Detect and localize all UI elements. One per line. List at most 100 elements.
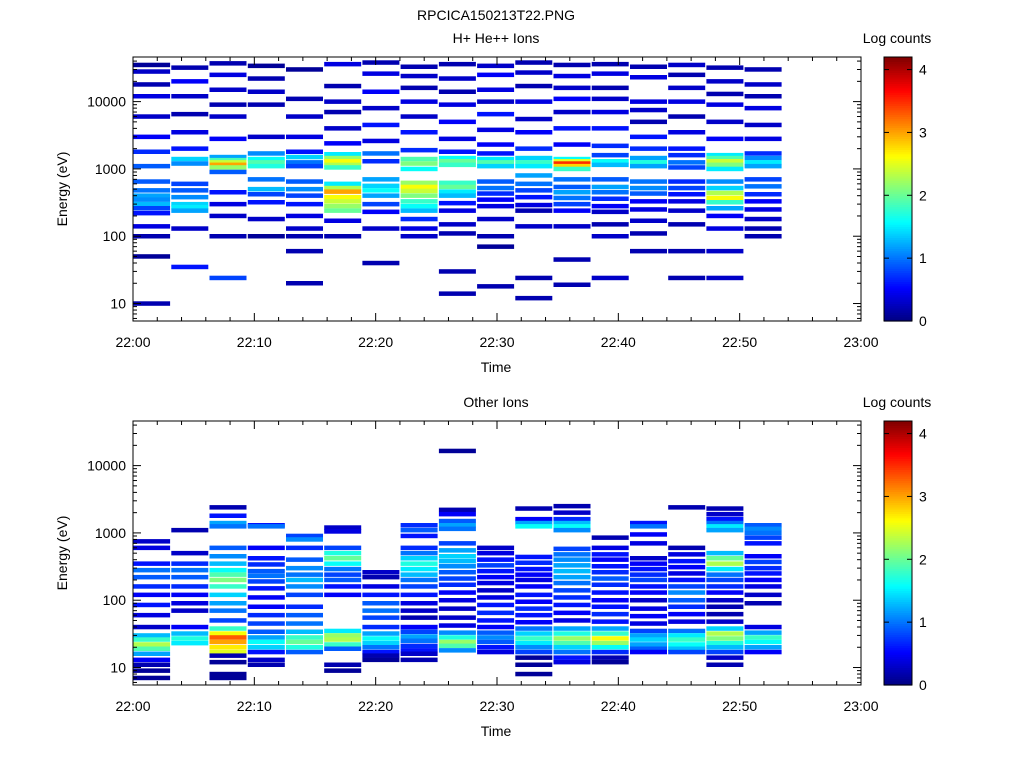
heatmap-cell (477, 649, 515, 655)
heatmap-cell (133, 662, 171, 667)
y-tick-label: 100 (103, 592, 127, 608)
colorbar-swatch (884, 432, 912, 435)
heatmap-cell (171, 550, 209, 556)
heatmap-cell (400, 643, 438, 649)
heatmap-cell (209, 635, 247, 640)
heatmap-cell (744, 160, 782, 165)
colorbar-swatch (884, 175, 912, 179)
heatmap-cell (286, 134, 323, 140)
heatmap-cell (668, 628, 706, 634)
heatmap-cell (477, 156, 515, 162)
colorbar-swatch (884, 531, 912, 534)
heatmap-cell (553, 503, 591, 509)
x-tick-label: 22:40 (601, 334, 636, 350)
heatmap-cell (209, 584, 247, 589)
colorbar-swatch (884, 241, 912, 245)
colorbar-swatch (884, 103, 912, 106)
heatmap-cell (400, 601, 438, 606)
heatmap-cell (706, 640, 744, 646)
colorbar-swatch (884, 542, 912, 545)
heatmap-cell (553, 516, 591, 522)
heatmap-cell (744, 530, 782, 536)
heatmap-cell (400, 561, 438, 566)
colorbar-swatch (884, 259, 912, 263)
colorbar-swatch (884, 517, 912, 521)
heatmap-cell (209, 275, 247, 281)
heatmap-cell (706, 159, 744, 164)
colorbar-swatch (884, 473, 912, 477)
heatmap-cell (706, 662, 744, 667)
colorbar-swatch (884, 266, 912, 269)
heatmap-cell (209, 201, 247, 207)
heatmap-cell (706, 155, 744, 161)
colorbar-swatch (884, 630, 912, 633)
colorbar-swatch (884, 520, 912, 523)
colorbar-swatch (884, 614, 912, 618)
heatmap-cell (744, 234, 782, 239)
heatmap-cell (247, 89, 285, 94)
colorbar-swatch (884, 550, 912, 554)
y-axis-label: Energy (eV) (54, 516, 70, 591)
heatmap-cell (438, 136, 476, 142)
heatmap-cell (553, 527, 591, 533)
heatmap-cell (477, 111, 515, 117)
colorbar-swatch (884, 261, 912, 265)
colorbar-swatch (884, 283, 912, 287)
heatmap-cell (133, 646, 171, 651)
heatmap-cell (515, 560, 553, 565)
heatmap-cell (324, 628, 362, 634)
heatmap-cell (324, 203, 362, 209)
heatmap-cell (706, 79, 744, 84)
heatmap-cell (553, 166, 591, 172)
heatmap-cell (515, 60, 553, 65)
heatmap-cell (171, 146, 209, 151)
colorbar-swatch (884, 656, 912, 660)
colorbar-swatch (884, 610, 912, 613)
heatmap-cell (247, 234, 285, 239)
heatmap-cell (744, 151, 782, 156)
heatmap-cell (515, 572, 553, 577)
heatmap-cell (133, 574, 171, 580)
colorbar-swatch (884, 252, 912, 256)
heatmap-cell (630, 179, 667, 184)
heatmap-cell (286, 281, 323, 286)
heatmap-cell (133, 201, 171, 207)
heatmap-cell (706, 524, 744, 529)
heatmap-cell (438, 570, 476, 575)
colorbar-swatch (884, 153, 912, 157)
colorbar-swatch (884, 566, 912, 569)
heatmap-cell (706, 185, 744, 191)
colorbar-swatch (884, 101, 912, 104)
heatmap-cell (209, 601, 247, 606)
heatmap-cell (515, 224, 553, 229)
heatmap-cell (591, 636, 629, 641)
heatmap-cell (553, 208, 591, 213)
heatmap-cell (171, 226, 209, 231)
heatmap-cell (171, 204, 209, 210)
heatmap-cell (171, 527, 209, 533)
heatmap-cell (630, 541, 667, 546)
heatmap-cell (438, 576, 476, 581)
colorbar-swatch (884, 72, 912, 76)
heatmap-cell (438, 162, 476, 168)
heatmap-cell (209, 645, 247, 650)
colorbar-swatch (884, 592, 912, 596)
heatmap-cell (744, 207, 782, 212)
heatmap-cell (362, 592, 400, 598)
colorbar-swatch (884, 109, 912, 113)
colorbar-swatch (884, 559, 912, 563)
heatmap-cell (591, 209, 629, 215)
heatmap-cell (477, 197, 515, 202)
heatmap-cell (438, 615, 476, 620)
heatmap-cell (324, 83, 362, 89)
heatmap-cell (515, 631, 553, 636)
heatmap-cell (477, 610, 515, 616)
colorbar: 0 1 2 3 4 (883, 56, 927, 329)
heatmap-cell (286, 545, 323, 551)
colorbar-swatch (884, 158, 912, 161)
heatmap-cell (400, 114, 438, 119)
colorbar-swatch (884, 136, 912, 139)
heatmap-cell (553, 563, 591, 568)
heatmap-cell (171, 156, 209, 162)
heatmap-cell (247, 612, 285, 618)
